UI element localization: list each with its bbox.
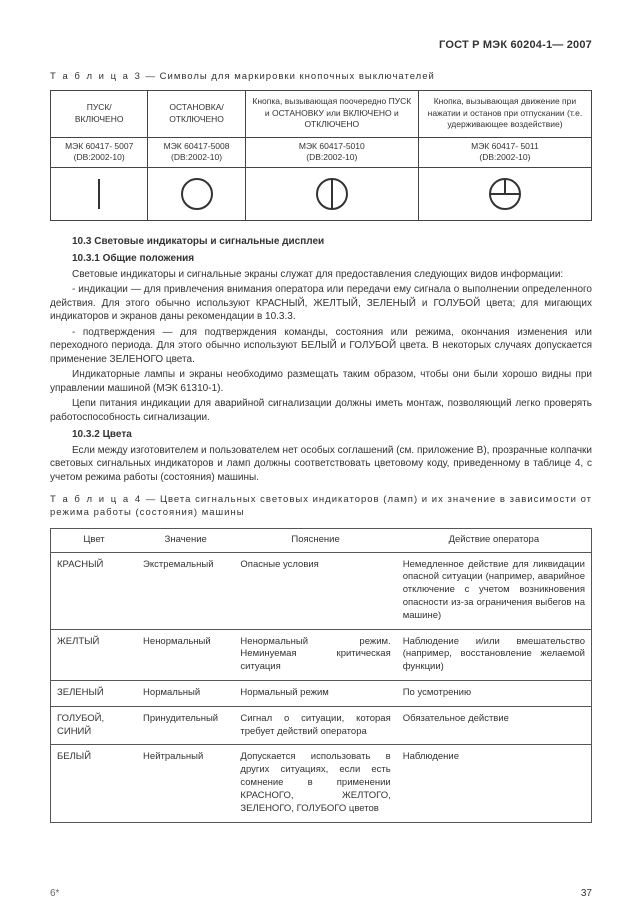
t4-cell-meaning: Экстремальный <box>137 552 234 629</box>
para-2: - индикации — для привлечения внимания о… <box>50 283 592 324</box>
t4-cell-explain: Сигнал о ситуации, которая требует дейст… <box>234 706 396 745</box>
t3-id-1: МЭК 60417-5008 (DB:2002-10) <box>148 137 245 167</box>
t4-cell-meaning: Ненормальный <box>137 629 234 680</box>
t3-id-2: МЭК 60417-5010 (DB:2002-10) <box>245 137 418 167</box>
start-line-icon <box>79 174 119 214</box>
t4-cell-action: Наблюдение <box>397 745 592 822</box>
t3-symbol-toggle <box>245 167 418 220</box>
table-3-caption-lead: Т а б л и ц а 3 <box>50 71 142 82</box>
t4-cell-color: КРАСНЫЙ <box>51 552 138 629</box>
table-4-colors: Цвет Значение Пояснение Действие операто… <box>50 528 592 823</box>
toggle-circle-line-icon <box>312 174 352 214</box>
heading-10-3-2: 10.3.2 Цвета <box>72 428 592 442</box>
t3-header-2: Кнопка, вызывающая поочередно ПУСК и ОСТ… <box>245 90 418 137</box>
t4-cell-action: Обязательное действие <box>397 706 592 745</box>
t4-cell-color: БЕЛЫЙ <box>51 745 138 822</box>
t3-id-3: МЭК 60417- 5011 (DB:2002-10) <box>418 137 591 167</box>
t4-cell-color: ЖЕЛТЫЙ <box>51 629 138 680</box>
hold-circle-t-icon <box>485 174 525 214</box>
para-6: Если между изготовителем и пользователем… <box>50 444 592 485</box>
standard-code-header: ГОСТ Р МЭК 60204-1— 2007 <box>50 38 592 53</box>
table-4-caption-lead: Т а б л и ц а 4 <box>50 494 142 505</box>
t4-cell-action: По усмотрению <box>397 681 592 707</box>
table-3-symbols: ПУСК/ ВКЛЮЧЕНО ОСТАНОВКА/ ОТКЛЮЧЕНО Кноп… <box>50 90 592 221</box>
t4-cell-meaning: Нейтральный <box>137 745 234 822</box>
t3-symbol-start <box>51 167 148 220</box>
table-row: ЖЕЛТЫЙНенормальныйНенормальный режим. Не… <box>51 629 592 680</box>
t4-head-meaning: Значение <box>137 528 234 552</box>
t4-cell-action: Наблюдение и/или вмешательство (например… <box>397 629 592 680</box>
stop-circle-icon <box>177 174 217 214</box>
table-3-caption-text: — Символы для маркировки кнопочных выклю… <box>142 71 435 82</box>
t4-cell-explain: Нормальный режим <box>234 681 396 707</box>
para-3: - подтверждения — для подтверждения кома… <box>50 326 592 367</box>
t3-id-0: МЭК 60417- 5007 (DB:2002-10) <box>51 137 148 167</box>
table-row: БЕЛЫЙНейтральныйДопускается использовать… <box>51 745 592 822</box>
para-4: Индикаторные лампы и экраны необходимо р… <box>50 368 592 395</box>
t3-symbol-stop <box>148 167 245 220</box>
heading-10-3-1: 10.3.1 Общие положения <box>72 252 592 266</box>
t4-cell-color: ГОЛУБОЙ, СИНИЙ <box>51 706 138 745</box>
t4-head-color: Цвет <box>51 528 138 552</box>
heading-10-3: 10.3 Световые индикаторы и сигнальные ди… <box>72 235 592 249</box>
t4-cell-action: Немедленное действие для ликвидации опас… <box>397 552 592 629</box>
t3-header-3: Кнопка, вызывающая движение при нажатии … <box>418 90 591 137</box>
t4-cell-explain: Опасные условия <box>234 552 396 629</box>
footer-left-mark: 6* <box>50 887 59 901</box>
t4-head-action: Действие оператора <box>397 528 592 552</box>
t3-header-0: ПУСК/ ВКЛЮЧЕНО <box>51 90 148 137</box>
t4-cell-explain: Допускается использовать в других ситуац… <box>234 745 396 822</box>
table-row: КРАСНЫЙЭкстремальныйОпасные условияНемед… <box>51 552 592 629</box>
t4-head-explain: Пояснение <box>234 528 396 552</box>
t3-symbol-hold <box>418 167 591 220</box>
page-number: 37 <box>581 887 592 901</box>
t4-body: КРАСНЫЙЭкстремальныйОпасные условияНемед… <box>51 552 592 822</box>
para-1: Световые индикаторы и сигнальные экраны … <box>50 268 592 282</box>
table-3-caption: Т а б л и ц а 3 — Символы для маркировки… <box>50 71 592 84</box>
table-4-caption: Т а б л и ц а 4 — Цвета сигнальных свето… <box>50 494 592 520</box>
t3-header-1: ОСТАНОВКА/ ОТКЛЮЧЕНО <box>148 90 245 137</box>
t4-cell-meaning: Принудительный <box>137 706 234 745</box>
t4-cell-color: ЗЕЛЕНЫЙ <box>51 681 138 707</box>
table-row: ЗЕЛЕНЫЙНормальныйНормальный режимПо усмо… <box>51 681 592 707</box>
table-row: ГОЛУБОЙ, СИНИЙПринудительныйСигнал о сит… <box>51 706 592 745</box>
t4-cell-explain: Ненормальный режим. Неминуемая критическ… <box>234 629 396 680</box>
t4-cell-meaning: Нормальный <box>137 681 234 707</box>
para-5: Цепи питания индикации для аварийной сиг… <box>50 397 592 424</box>
